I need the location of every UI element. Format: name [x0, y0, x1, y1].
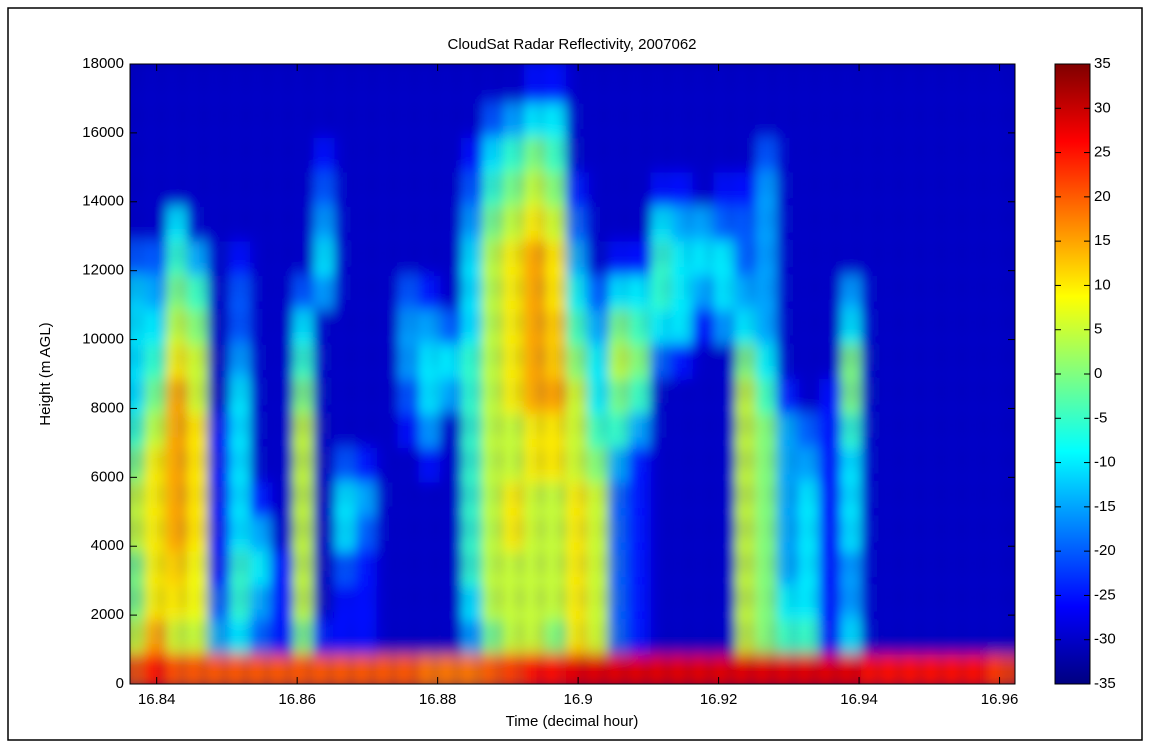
y-axis-label: Height (m AGL): [37, 322, 54, 425]
colorbar-tick-label: -30: [1094, 631, 1116, 648]
colorbar-tick-label: -10: [1094, 454, 1116, 471]
colorbar-tick-label: 35: [1094, 55, 1111, 72]
x-tick-label: 16.96: [981, 691, 1019, 708]
plot-border: [129, 63, 1016, 685]
y-tick-label: 12000: [82, 262, 124, 279]
colorbar-tick-label: -15: [1094, 498, 1116, 515]
heatmap-cell: [987, 64, 1015, 104]
y-tick-label: 4000: [91, 537, 124, 554]
colorbar-tick-label: -25: [1094, 586, 1116, 603]
x-tick-label: 16.92: [700, 691, 738, 708]
x-axis-label: Time (decimal hour): [506, 713, 639, 730]
heatmap: [130, 64, 1015, 684]
x-tick-label: 16.94: [840, 691, 878, 708]
y-tick-label: 6000: [91, 468, 124, 485]
y-tick-label: 16000: [82, 124, 124, 141]
colorbar-tick-label: 30: [1094, 99, 1111, 116]
colorbar-tick-label: 5: [1094, 321, 1102, 338]
colorbar-tick-label: 10: [1094, 276, 1111, 293]
colorbar-tick-label: 0: [1094, 365, 1102, 382]
y-tick-label: 2000: [91, 606, 124, 623]
y-tick-label: 8000: [91, 399, 124, 416]
x-tick-label: 16.9: [564, 691, 593, 708]
y-tick-label: 18000: [82, 55, 124, 72]
x-tick-label: 16.86: [278, 691, 316, 708]
colorbar-tick-label: -20: [1094, 542, 1116, 559]
colorbar-tick-label: -35: [1094, 675, 1116, 692]
y-tick-label: 14000: [82, 193, 124, 210]
colorbar-tick-label: 15: [1094, 232, 1111, 249]
axes: 16.84 16.86 16.88 16.9 16.92 16.94 16.96 0 2000 4…: [82, 55, 1115, 708]
colorbar-tick-label: 20: [1094, 188, 1111, 205]
y-tick-label: 10000: [82, 331, 124, 348]
colorbar-tick-label: -5: [1094, 409, 1107, 426]
colorbar-tick-label: 25: [1094, 144, 1111, 161]
x-tick-label: 16.88: [419, 691, 457, 708]
y-tick-label: 0: [116, 675, 124, 692]
x-tick-label: 16.84: [138, 691, 176, 708]
chart-title: CloudSat Radar Reflectivity, 2007062: [447, 36, 696, 53]
heatmap-cells: [130, 64, 1015, 684]
